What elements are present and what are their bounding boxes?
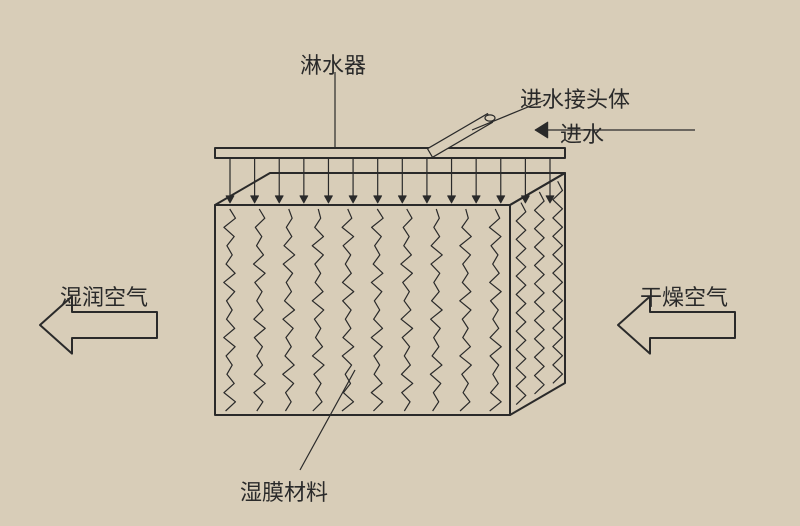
label-wet-membrane: 湿膜材料	[240, 475, 328, 507]
label-dry-air: 干燥空气	[640, 280, 728, 312]
label-humid-air: 湿润空气	[60, 280, 148, 312]
diagram-canvas: 淋水器 进水接头体 进水 湿润空气 干燥空气 湿膜材料	[0, 0, 800, 526]
label-sprinkler: 淋水器	[300, 48, 366, 80]
label-water-in: 进水	[560, 117, 604, 149]
label-inlet-joint: 进水接头体	[520, 82, 630, 114]
diagram-svg	[0, 0, 800, 526]
